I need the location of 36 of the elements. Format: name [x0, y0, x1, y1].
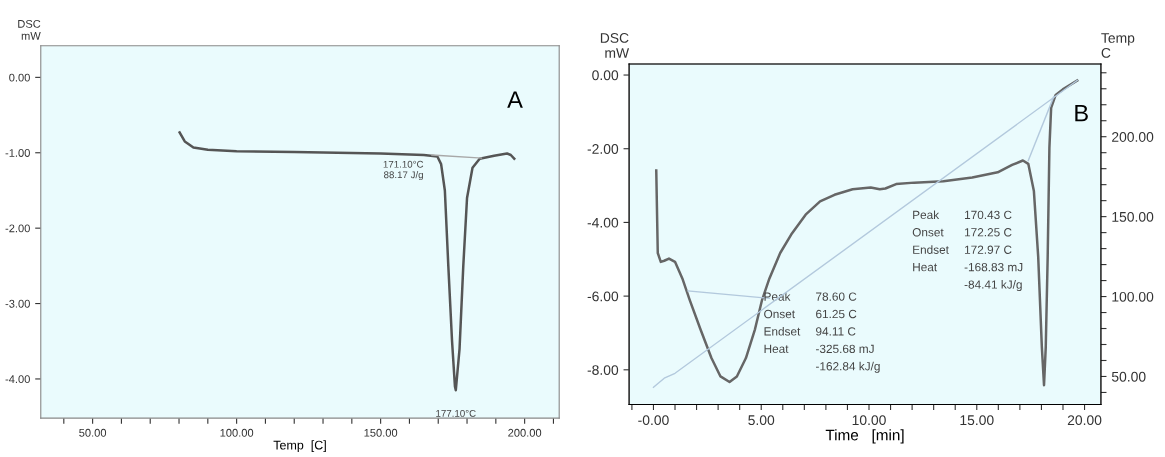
- y2-tick-label: 50.00: [1111, 371, 1146, 382]
- x-tick-label: 150.00: [364, 428, 398, 437]
- annotation: 171.10°C 88.17 J/g: [383, 160, 424, 181]
- y-tick-label: -2.00: [587, 144, 619, 154]
- y-tick-label: -4.00: [587, 217, 619, 228]
- y2-axis-title: Temp C: [1101, 33, 1135, 58]
- y-tick-label: -6.00: [587, 291, 619, 302]
- y2-tick-label: 200.00: [1112, 132, 1154, 142]
- y-tick-label: -1.00: [5, 149, 30, 157]
- annotation: 78.60 C 61.25 C 94.11 C -325.68 mJ -162.84 kJ/g: [815, 292, 880, 373]
- y-tick-label: 0.00: [9, 73, 30, 82]
- x-axis-title: Temp [C]: [273, 440, 326, 452]
- x-tick-label: 15.00: [960, 415, 994, 426]
- x-tick-label: -0.00: [638, 415, 669, 426]
- annotation: Peak Onset Endset Heat: [912, 210, 949, 272]
- annotation: 170.43 C 172.25 C 172.97 C -168.83 mJ -84.41 kJ/g: [964, 210, 1023, 292]
- x-tick-label: 50.00: [79, 428, 107, 437]
- x-tick-label: 200.00: [508, 428, 542, 437]
- y-tick-label: -4.00: [5, 375, 30, 384]
- y-axis-title: DSC mW: [600, 33, 630, 58]
- x-tick-label: 20.00: [1067, 415, 1102, 426]
- y2-tick-label: 100.00: [1112, 291, 1154, 302]
- y-tick-label: -2.00: [5, 224, 30, 233]
- x-tick-label: 100.00: [220, 428, 254, 437]
- annotation: 177.10°C: [436, 409, 476, 417]
- y-tick-label: 0.00: [592, 70, 619, 81]
- y-axis-title: DSC mW: [18, 19, 41, 40]
- x-axis-title: Time [min]: [825, 429, 904, 444]
- y-tick-label: -8.00: [587, 365, 619, 375]
- y-tick-label: -3.00: [5, 299, 30, 308]
- x-tick-label: 5.00: [748, 415, 775, 426]
- x-tick-label: 10.00: [852, 415, 886, 426]
- y2-tick-label: 150.00: [1112, 211, 1154, 222]
- annotation: Peak Onset Endset Heat: [764, 292, 801, 354]
- text: A: [507, 91, 523, 108]
- text: B: [1075, 104, 1088, 122]
